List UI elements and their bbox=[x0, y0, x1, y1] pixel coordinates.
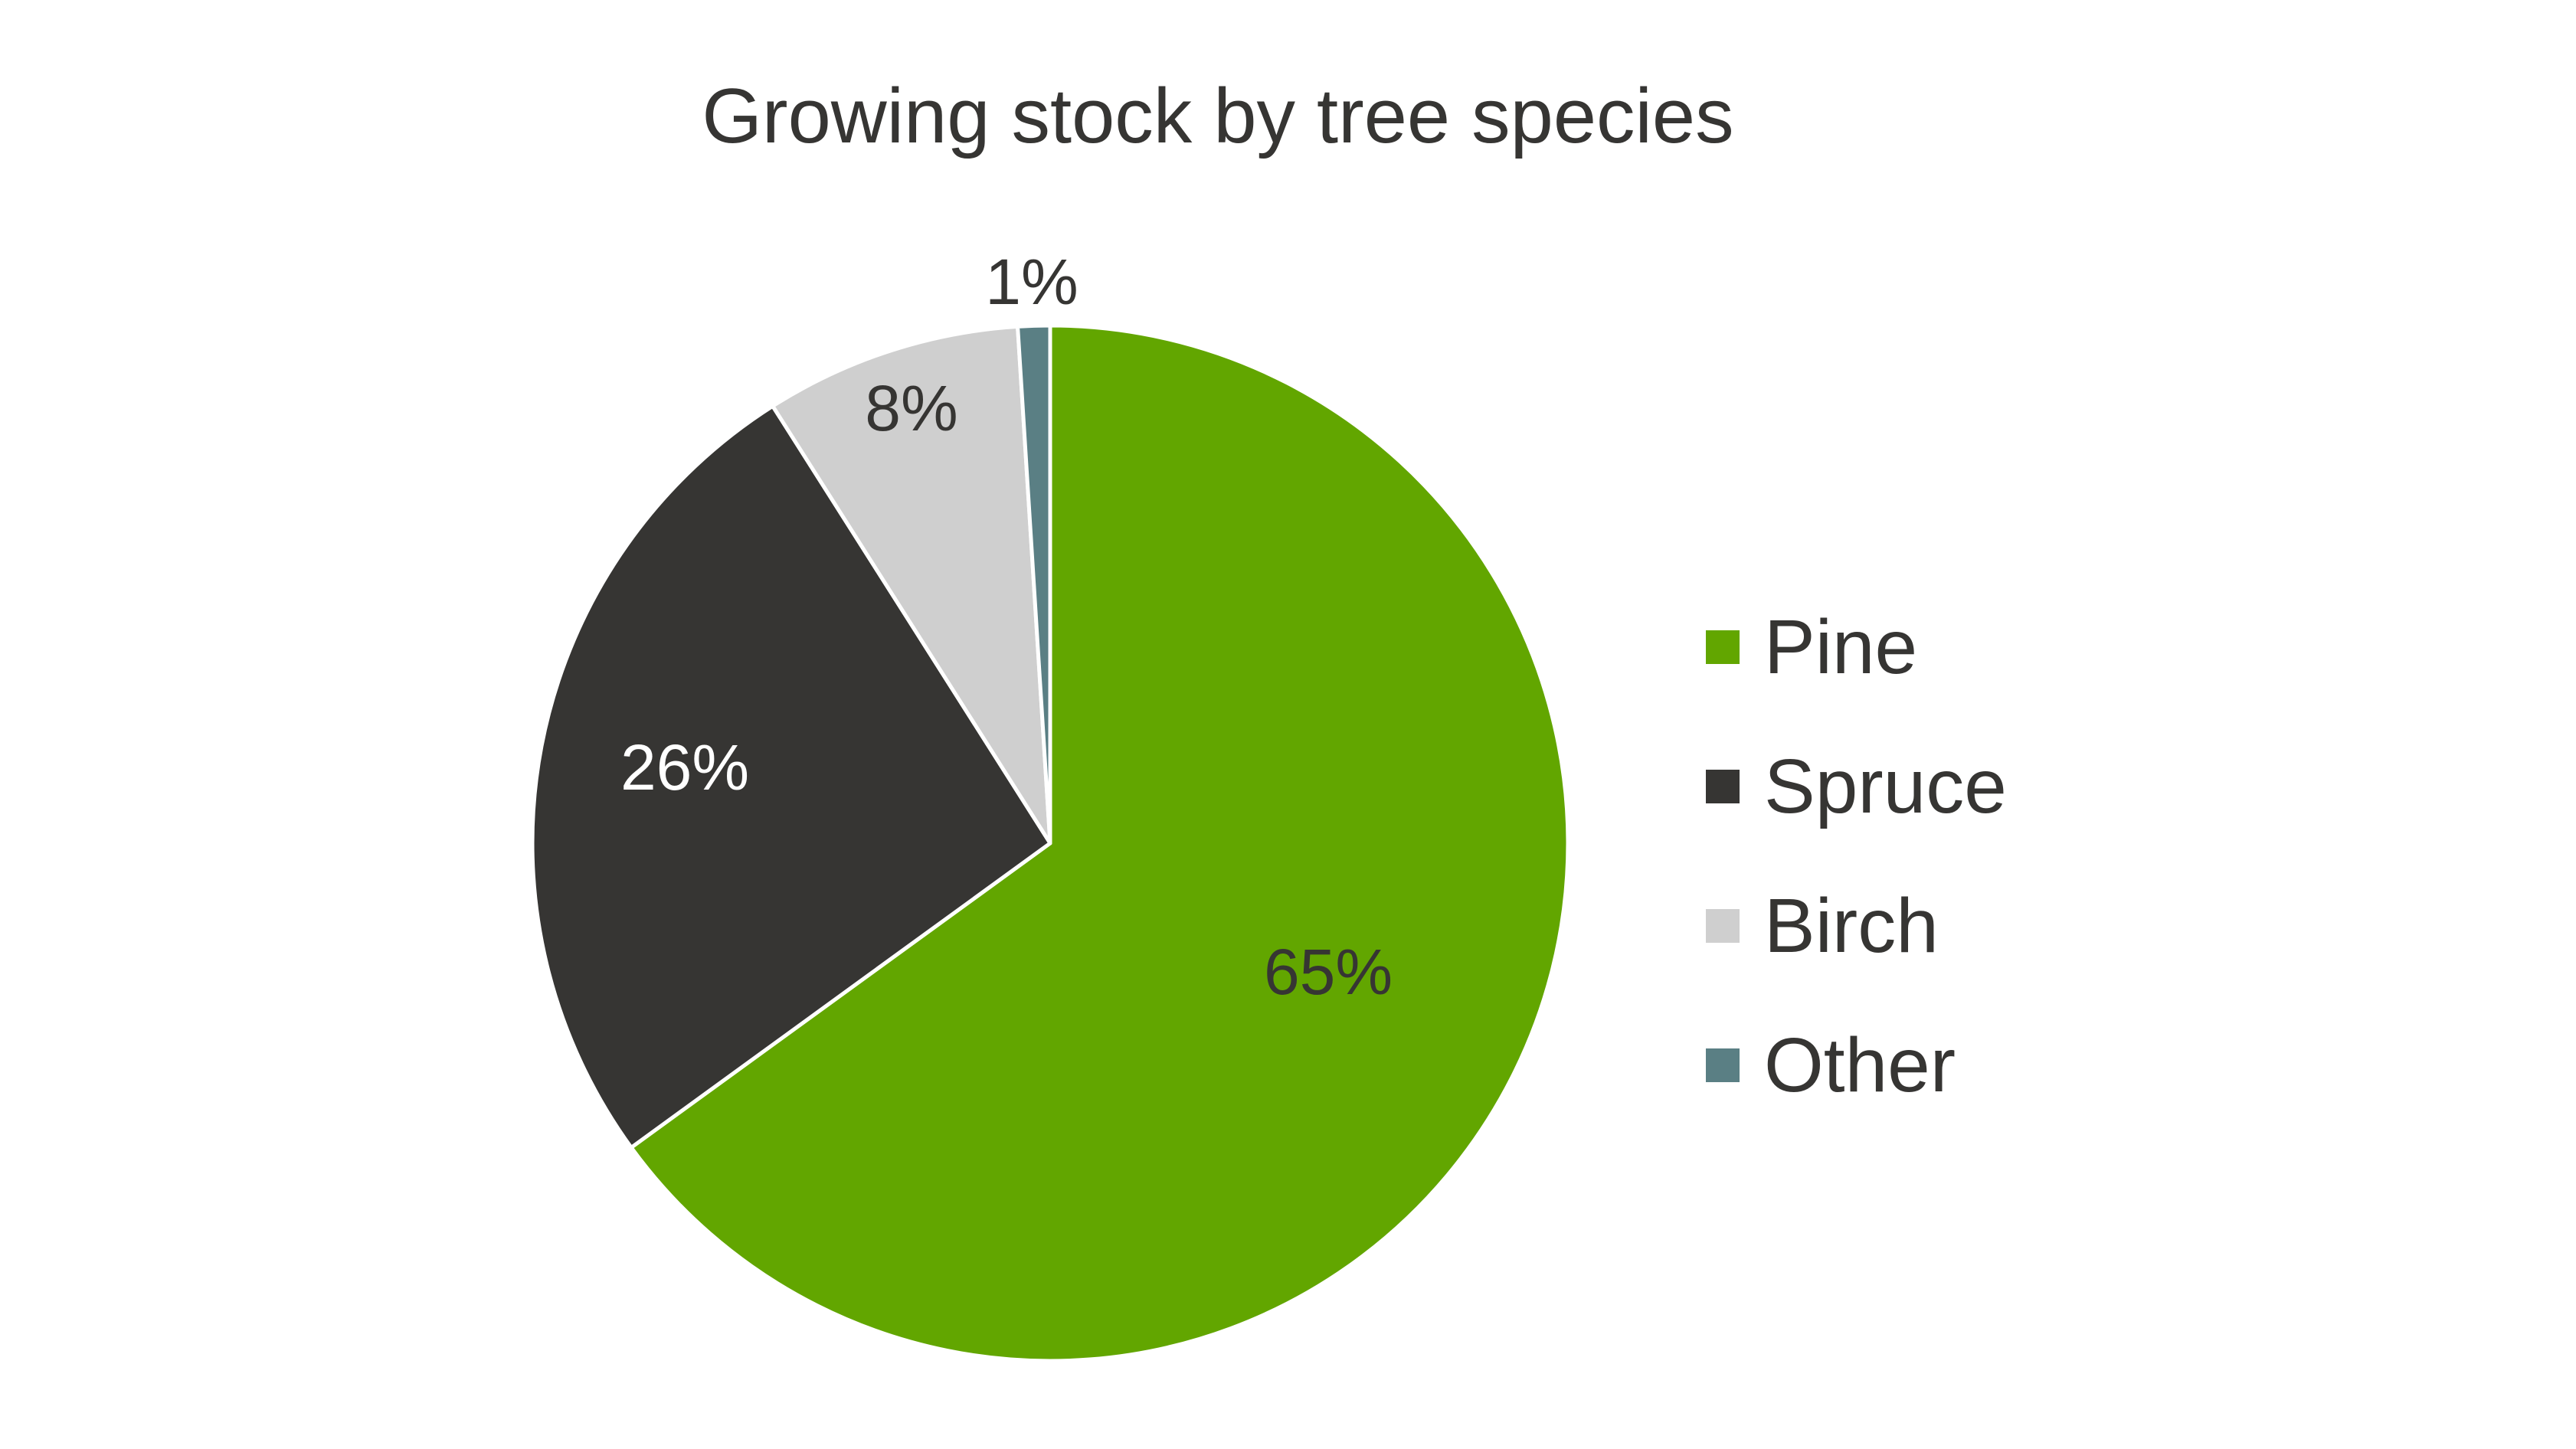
legend-swatch-spruce-icon bbox=[1706, 770, 1740, 803]
legend-swatch-pine-icon bbox=[1706, 630, 1740, 664]
legend-label: Other bbox=[1764, 1022, 1956, 1108]
chart-title: Growing stock by tree species bbox=[702, 74, 1734, 159]
data-label-other: 1% bbox=[985, 246, 1079, 318]
legend-swatch-other-icon bbox=[1706, 1048, 1740, 1082]
pie-slice-spruce[interactable] bbox=[530, 404, 1052, 1150]
data-label-birch: 8% bbox=[865, 372, 958, 444]
pie-slices bbox=[530, 323, 1570, 1363]
data-label-spruce: 26% bbox=[620, 731, 750, 803]
pie-slice-birch[interactable] bbox=[771, 324, 1052, 846]
legend-label: Birch bbox=[1764, 883, 1939, 969]
legend-swatch-birch-icon bbox=[1706, 909, 1740, 943]
pie-slice-pine[interactable] bbox=[629, 323, 1570, 1363]
pie-slice-other[interactable] bbox=[1016, 323, 1052, 846]
data-label-pine: 65% bbox=[1263, 936, 1393, 1008]
legend-label: Spruce bbox=[1764, 744, 2007, 829]
legend-label: Pine bbox=[1764, 604, 1918, 690]
legend-item-pine[interactable]: Pine bbox=[1706, 609, 2165, 685]
legend-item-birch[interactable]: Birch bbox=[1706, 888, 2165, 964]
legend-item-other[interactable]: Other bbox=[1706, 1027, 2165, 1104]
legend-item-spruce[interactable]: Spruce bbox=[1706, 748, 2165, 825]
